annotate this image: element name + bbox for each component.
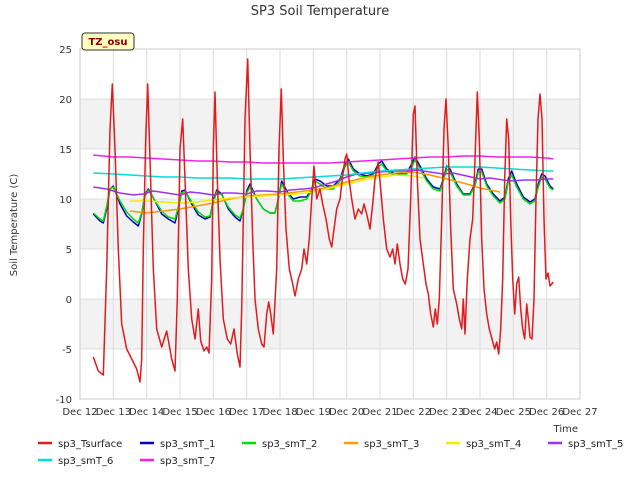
x-axis-label: Time <box>553 424 578 435</box>
y-tick-label: 5 <box>66 245 72 256</box>
x-tick-label: Dec 27 <box>562 407 597 418</box>
x-tick-label: Dec 21 <box>362 407 397 418</box>
y-axis-label: Soil Temperature (C) <box>9 174 20 277</box>
y-tick-label: -5 <box>62 345 72 356</box>
plot-frame <box>79 48 581 400</box>
legend-label: sp3_smT_7 <box>160 456 215 467</box>
band <box>80 349 580 399</box>
y-tick-label: 0 <box>66 295 72 306</box>
series-line-sp3-smT-2 <box>92 159 554 224</box>
badge-label: TZ_osu <box>88 37 127 48</box>
series-line-sp3-Tsurface <box>92 58 554 383</box>
x-tick-label: Dec 22 <box>396 407 431 418</box>
background-bands <box>80 49 580 399</box>
band <box>80 249 580 299</box>
x-tick-label: Dec 19 <box>296 407 331 418</box>
legend-label: sp3_smT_3 <box>364 439 419 450</box>
legend-label: sp3_smT_1 <box>160 439 215 450</box>
series-layer <box>92 58 554 383</box>
legend-label: sp3_Tsurface <box>58 439 122 450</box>
x-tick-label: Dec 25 <box>496 407 531 418</box>
legend-label: sp3_smT_6 <box>58 456 113 467</box>
y-tick-label: 10 <box>59 195 72 206</box>
x-tick-label: Dec 20 <box>329 407 364 418</box>
series-line-sp3-smT-6 <box>93 166 554 180</box>
x-tick-label: Dec 16 <box>196 407 231 418</box>
band <box>80 49 580 99</box>
badge-box <box>81 32 135 51</box>
series-line-sp3-smT-1 <box>92 156 554 227</box>
series-line-sp3-smT-7 <box>93 154 554 164</box>
x-tick-label: Dec 12 <box>62 407 97 418</box>
legend-label: sp3_smT_2 <box>262 439 317 450</box>
legend-label: sp3_smT_4 <box>466 439 521 450</box>
y-tick-label: 20 <box>59 95 72 106</box>
legend-label: sp3_smT_5 <box>568 439 623 450</box>
y-tick-label: -10 <box>56 395 72 406</box>
y-axis-ticks: -10 -5 0 5 10 15 20 25 <box>56 45 72 406</box>
chart-title: SP3 Soil Temperature <box>251 4 389 19</box>
y-tick-label: 25 <box>59 45 72 56</box>
x-tick-label: Dec 13 <box>96 407 131 418</box>
x-tick-label: Dec 23 <box>429 407 464 418</box>
legend: sp3_Tsurface sp3_smT_1 sp3_smT_2 sp3_smT_3 s… <box>38 439 623 467</box>
station-badge: TZ_osu <box>81 32 135 51</box>
x-tick-label: Dec 15 <box>162 407 197 418</box>
band <box>80 99 580 149</box>
y-tick-label: 15 <box>59 145 72 156</box>
x-tick-label: Dec 26 <box>529 407 564 418</box>
x-tick-label: Dec 24 <box>462 407 497 418</box>
x-tick-label: Dec 17 <box>229 407 264 418</box>
x-tick-label: Dec 18 <box>262 407 297 418</box>
series-line-sp3-smT-5 <box>93 169 554 196</box>
x-tick-label: Dec 14 <box>129 407 164 418</box>
